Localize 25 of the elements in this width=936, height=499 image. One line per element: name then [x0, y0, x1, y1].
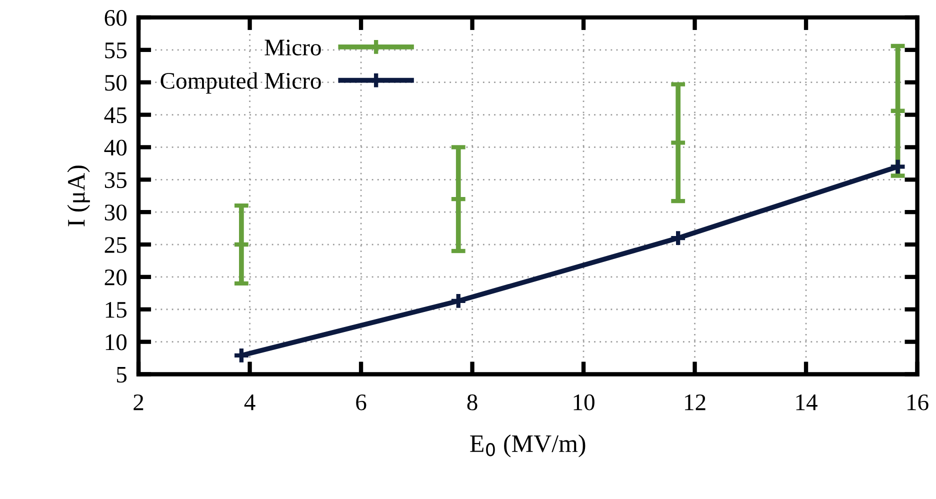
x-tick-label: 16 [908, 394, 928, 410]
y-tick-label: 10 [106, 334, 127, 350]
legend-label: Computed Micro [160, 72, 321, 94]
x-tick-label: 8 [467, 394, 478, 410]
x-axis-title: E$_{0}$ (MV/m) [470, 434, 586, 458]
y-tick-label: 40 [104, 140, 127, 156]
y-tick-label: 45 [104, 107, 126, 124]
y-tick-label: 50 [105, 74, 127, 91]
legend-label: Micro [264, 40, 321, 56]
y-tick-label: 20 [104, 269, 127, 286]
y-tick-label: 60 [104, 10, 127, 26]
x-tick-label: 4 [244, 394, 256, 410]
y-tick-label: 55 [105, 42, 126, 58]
y-tick-label: 30 [104, 204, 127, 220]
y-tick-label: 15 [106, 302, 126, 318]
y-tick-label: 35 [104, 172, 126, 188]
x-tick-label: 14 [796, 394, 818, 410]
point [888, 158, 907, 176]
x-tick-label: 12 [685, 394, 706, 410]
y-axis-title: I (μA) [67, 166, 90, 226]
x-tick-label: 10 [574, 394, 594, 410]
y-tick-label: 5 [116, 366, 126, 383]
x-tick-label: 2 [134, 394, 144, 410]
x-tick-label: 6 [356, 394, 366, 410]
y-tick-label: 25 [104, 237, 126, 253]
